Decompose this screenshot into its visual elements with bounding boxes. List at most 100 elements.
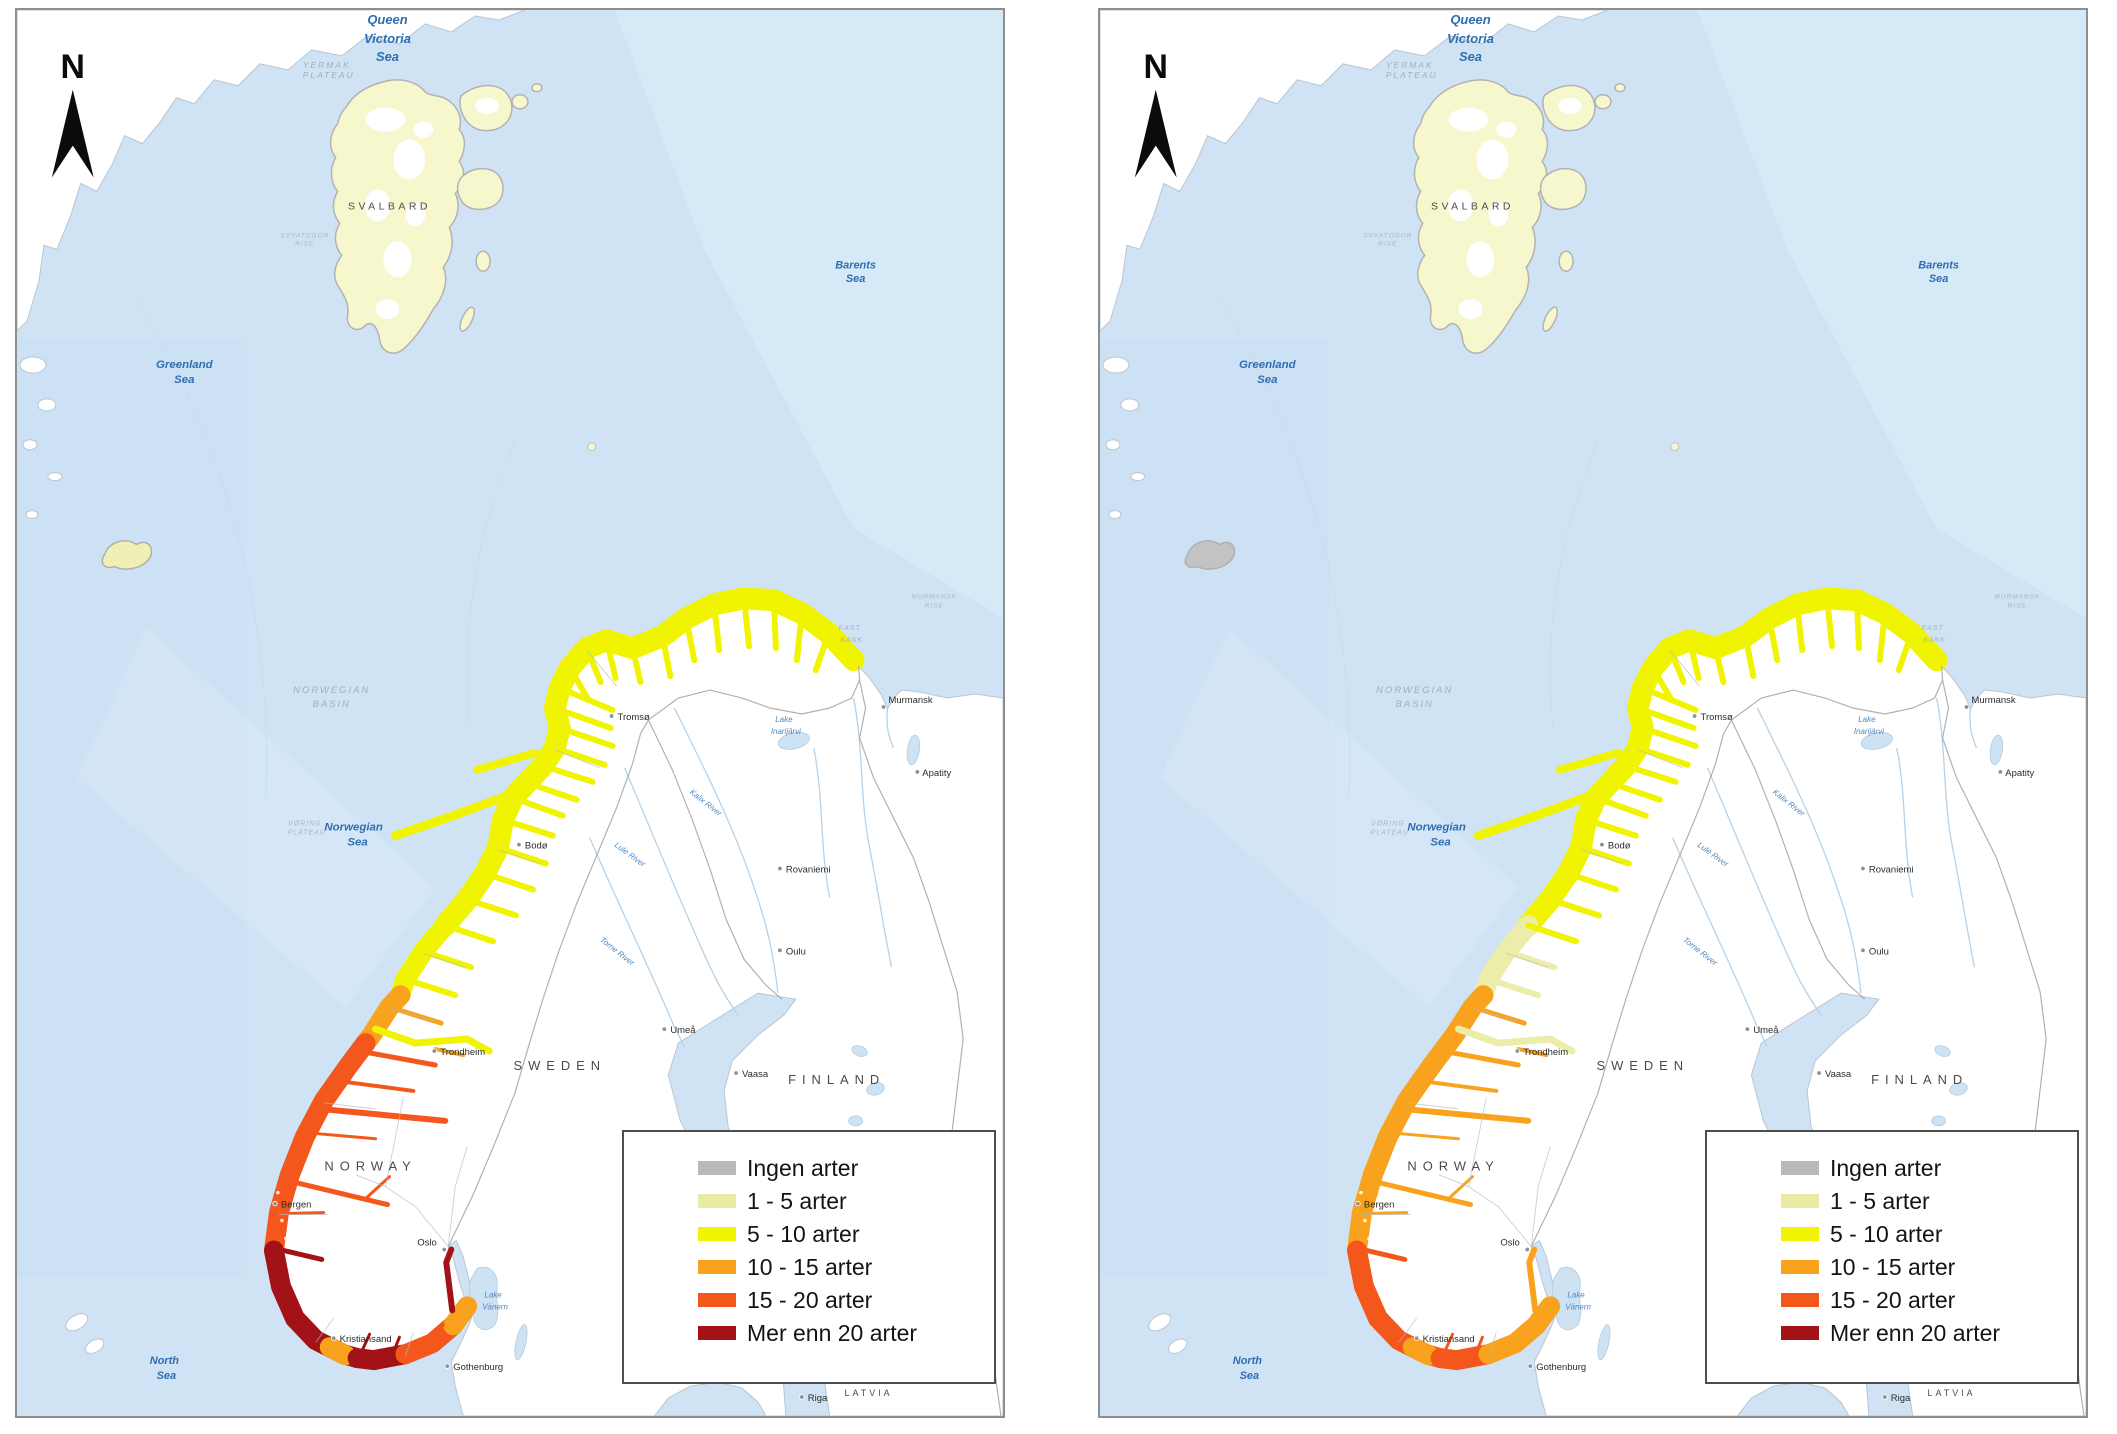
sea-light-patch: [614, 10, 1003, 619]
legend-swatch-15-20: [1781, 1293, 1819, 1307]
city-label-trondheim: Trondheim: [440, 1047, 485, 1058]
city-label-oulu: Oulu: [1869, 946, 1889, 957]
norway-label: NORWAY: [324, 1159, 416, 1174]
legend-label: 15 - 20 arter: [1830, 1287, 1956, 1313]
norwegian-basin-label: BASIN: [313, 699, 351, 710]
legend-label: 1 - 5 arter: [1830, 1188, 1930, 1214]
fjords-west: [1361, 1048, 1532, 1216]
norwegian-sea-label: Norwegian: [1407, 822, 1466, 834]
city-label-apatity: Apatity: [2005, 768, 2034, 779]
oslofjord: [1526, 1246, 1539, 1314]
greenland-sea-label: Sea: [1257, 374, 1278, 386]
north-arrow: N: [51, 48, 94, 178]
svyatogor-rise-label: RISE: [295, 240, 314, 247]
fjord-strokes: [1355, 595, 1915, 1359]
legend-label: 1 - 5 arter: [747, 1188, 847, 1214]
greenland-sea-label: Sea: [174, 374, 195, 386]
hardangerfjord: [285, 1178, 390, 1208]
svyatogor-rise-label: SVYATOGOR: [1363, 232, 1412, 239]
barents-sea-label: Sea: [1929, 273, 1948, 285]
city-label-vaasa: Vaasa: [1825, 1069, 1852, 1080]
city-label-rovaniemi: Rovaniemi: [786, 865, 831, 876]
map-panel-left: Queen Victoria Sea Greenland Sea Barents…: [15, 8, 1005, 1418]
legend-swatch-15-20: [698, 1293, 736, 1307]
fjord-strokes: [272, 595, 832, 1359]
strip-oslofjord-mouth: [443, 1296, 478, 1336]
city-label-bodo: Bodø: [1608, 841, 1631, 852]
murmansk-rise-label: RISE: [2008, 602, 2027, 609]
city-label-oslo: Oslo: [417, 1237, 436, 1248]
yermak-plateau-label: YERMAK: [1386, 60, 1434, 70]
sea-streak: [1159, 628, 1519, 1008]
lake-inari-label: Lake: [775, 715, 793, 724]
east-bank-label: BANK: [1923, 637, 1946, 644]
sognefjord: [316, 1105, 449, 1124]
city-label-tromso: Tromsø: [1701, 712, 1733, 723]
queen-victoria-sea-label: Victoria: [1447, 31, 1494, 46]
greenland-sea-label: Greenland: [156, 359, 214, 371]
city-label-gothenburg: Gothenburg: [453, 1362, 503, 1373]
strip-south-tick: [1402, 1337, 1439, 1366]
legend-row: Mer enn 20 arter: [1781, 1321, 2077, 1345]
city-label-umea: Umeå: [670, 1025, 696, 1036]
queen-victoria-sea-label: Sea: [1459, 49, 1482, 64]
legend-swatch-5-10: [698, 1227, 736, 1241]
svalbard-archipelago: [1412, 79, 1626, 354]
jan-mayen-island: [1184, 540, 1236, 570]
city-label-riga: Riga: [808, 1393, 828, 1404]
latvia-label: LATVIA: [844, 1388, 892, 1398]
city-label-kristiansand: Kristiansand: [340, 1334, 392, 1345]
legend-swatch-mer-enn-20: [1781, 1326, 1819, 1340]
svalbard-archipelago: [329, 79, 543, 354]
murmansk-rise-label: RISE: [925, 602, 944, 609]
north-arrow-label: N: [1144, 48, 1168, 86]
rivers: [589, 697, 895, 1048]
voring-plateau-label: VØRING: [1371, 821, 1404, 828]
norwegian-sea-label: Sea: [1430, 837, 1451, 849]
lake-vanern-label: Lake: [484, 1290, 502, 1299]
svyatogor-rise-label: RISE: [1378, 240, 1397, 247]
rivers: [1672, 697, 1978, 1048]
legend: Ingen arter 1 - 5 arter 5 - 10 arter 10 …: [622, 1130, 996, 1384]
sea-deep-patch: [1100, 339, 1330, 1277]
legend-label: Ingen arter: [1830, 1155, 1942, 1181]
city-label-umea: Umeå: [1753, 1025, 1779, 1036]
latvia-label: LATVIA: [1927, 1388, 1975, 1398]
east-bank-label: EAST: [839, 625, 861, 632]
strip-kristiansand: [1430, 1344, 1499, 1371]
trondheimsfjord: [372, 1025, 493, 1055]
barents-sea-label: Sea: [846, 273, 865, 285]
legend-row: 5 - 10 arter: [1781, 1222, 2077, 1246]
gulf-of-riga: [1736, 1381, 1850, 1416]
lake-vanern-label: Lake: [1567, 1290, 1585, 1299]
norwegian-basin-label: NORWEGIAN: [293, 685, 370, 696]
city-markers: Tromsø Bodø Trondheim Bergen Oslo Kristi…: [272, 695, 951, 1404]
legend-row: 10 - 15 arter: [1781, 1255, 2077, 1279]
norwegian-basin-label: NORWEGIAN: [1376, 685, 1453, 696]
boknafjord: [272, 1245, 325, 1262]
legend-swatch-5-10: [1781, 1227, 1819, 1241]
shetland-islands: [1148, 1313, 1188, 1354]
legend-swatch-mer-enn-20: [698, 1326, 736, 1340]
queen-victoria-sea-label: Queen: [367, 12, 407, 27]
sweden-label: SWEDEN: [513, 1058, 606, 1073]
city-label-vaasa: Vaasa: [742, 1069, 769, 1080]
greenland-sea-label: Greenland: [1239, 359, 1297, 371]
city-label-gothenburg: Gothenburg: [1536, 1362, 1586, 1373]
strip-north: [1517, 587, 1948, 937]
bathymetry-line: [1549, 438, 1599, 729]
north-arrow-icon: [1134, 89, 1177, 178]
yermak-plateau-label: YERMAK: [303, 60, 351, 70]
county-borders: [278, 649, 617, 1357]
norwegian-sea-label: Sea: [347, 837, 368, 849]
city-label-riga: Riga: [1891, 1393, 1911, 1404]
queen-victoria-sea-label: Sea: [376, 49, 399, 64]
legend-label: 5 - 10 arter: [1830, 1221, 1943, 1247]
city-label-murmansk: Murmansk: [1971, 695, 2015, 706]
city-label-rovaniemi: Rovaniemi: [1869, 865, 1914, 876]
fjords-west: [278, 1048, 449, 1216]
city-markers: Tromsø Bodø Trondheim Bergen Oslo Kristi…: [1355, 695, 2034, 1404]
city-label-bodo: Bodø: [525, 841, 548, 852]
sea-light-patch: [1697, 10, 2086, 619]
legend-row: Ingen arter: [698, 1156, 994, 1180]
